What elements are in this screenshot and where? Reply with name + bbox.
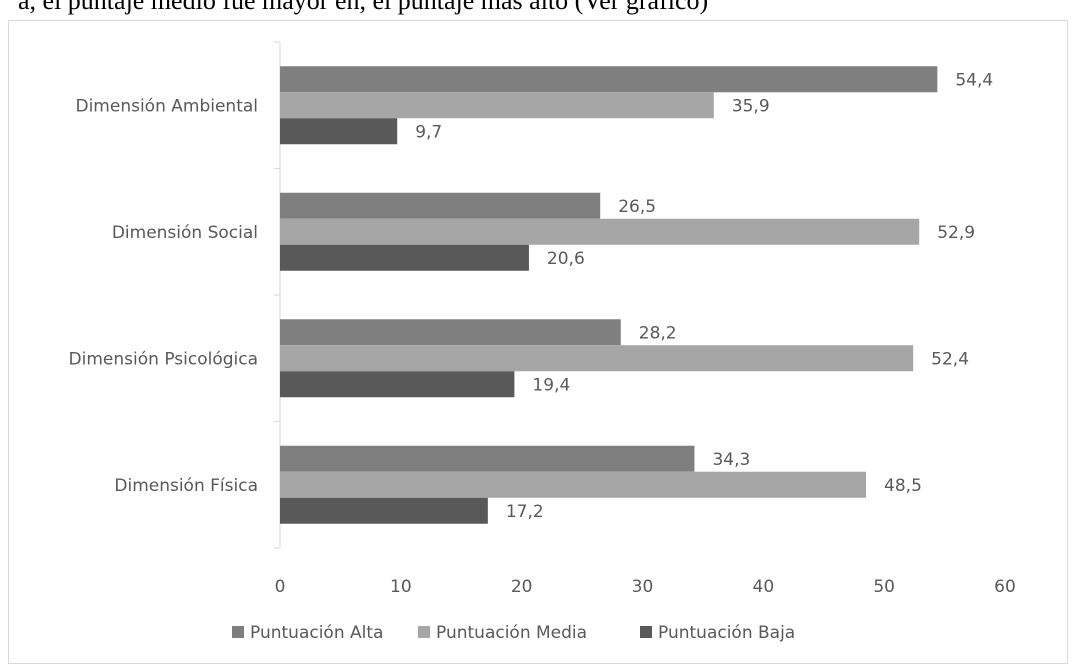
- legend-swatch: [418, 626, 430, 638]
- bar-puntuación-alta: [280, 319, 621, 346]
- x-tick-label: 30: [632, 577, 654, 597]
- legend-swatch: [232, 626, 244, 638]
- bar-puntuación-media: [280, 92, 714, 119]
- bar-puntuación-alta: [280, 192, 601, 219]
- x-tick-label: 20: [511, 577, 533, 597]
- data-label: 35,9: [732, 96, 770, 116]
- data-label: 26,5: [618, 197, 656, 217]
- data-label: 48,5: [884, 476, 922, 496]
- data-label: 34,3: [712, 450, 750, 470]
- legend-label: Puntuación Media: [436, 623, 587, 643]
- legend-swatch: [640, 626, 652, 638]
- data-label: 28,2: [639, 323, 677, 343]
- legend-label: Puntuación Baja: [658, 623, 795, 643]
- category-label: Dimensión Ambiental: [75, 96, 258, 116]
- bar-puntuación-baja: [280, 244, 529, 271]
- bar-puntuación-baja: [280, 371, 515, 398]
- data-label: 52,4: [931, 349, 969, 369]
- data-label: 54,4: [955, 70, 993, 90]
- bar-puntuación-media: [280, 218, 920, 245]
- data-label: 52,9: [937, 223, 975, 243]
- data-label: 9,7: [415, 122, 442, 142]
- bar-puntuación-baja: [280, 497, 488, 524]
- header-text: a, el puntaje medio fue mayor en, el pun…: [18, 0, 709, 15]
- data-label: 17,2: [506, 502, 544, 522]
- chart-frame: [8, 20, 1068, 664]
- bar-puntuación-alta: [280, 66, 938, 93]
- x-tick-label: 10: [390, 577, 412, 597]
- bar-puntuación-baja: [280, 118, 398, 145]
- legend-label: Puntuación Alta: [250, 623, 383, 643]
- x-tick-label: 60: [994, 577, 1016, 597]
- bar-puntuación-alta: [280, 445, 695, 472]
- x-tick-label: 40: [753, 577, 775, 597]
- category-label: Dimensión Psicológica: [69, 349, 258, 369]
- category-label: Dimensión Física: [114, 476, 258, 496]
- x-tick-label: 50: [873, 577, 895, 597]
- data-label: 19,4: [532, 375, 570, 395]
- category-label: Dimensión Social: [112, 223, 258, 243]
- bar-puntuación-media: [280, 345, 914, 372]
- data-label: 20,6: [547, 249, 585, 269]
- x-tick-label: 0: [275, 577, 286, 597]
- bar-puntuación-media: [280, 471, 867, 498]
